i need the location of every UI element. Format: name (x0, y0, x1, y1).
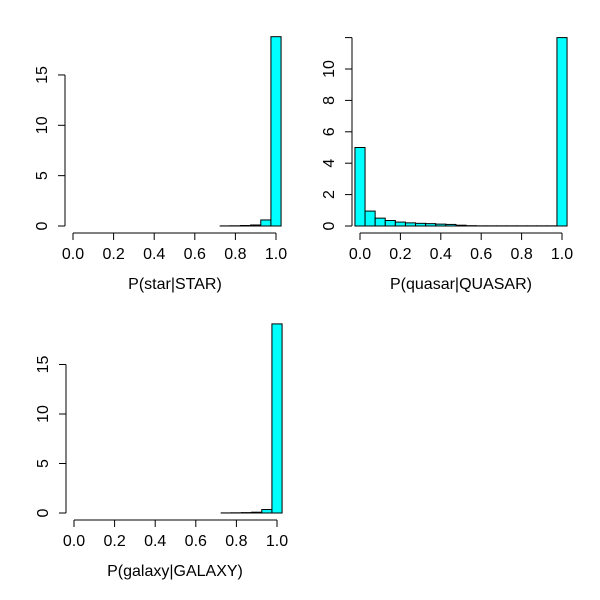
y-tick-label: 0 (321, 221, 338, 230)
y-tick-label: 10 (34, 116, 51, 134)
panel-galaxy: P(galaxy|GALAXY) 0.0 0.2 0.4 0.6 0.8 1.0 0 5 10 1… (35, 323, 288, 580)
histogram-bar (384, 220, 396, 227)
y-tick-label: 2 (321, 190, 338, 199)
y-tick-label: 8 (321, 96, 338, 105)
x-tick-label: 0.4 (143, 246, 165, 263)
histogram-bar (556, 37, 568, 227)
x-axis-label: P(star|STAR) (128, 276, 222, 293)
x-tick-label: 0.6 (470, 246, 492, 263)
x-tick-label: 0.2 (103, 533, 125, 550)
histogram-bar (250, 224, 262, 227)
histogram-bar (270, 36, 282, 227)
x-tick-label: 0.4 (430, 246, 452, 263)
x-tick-label: 0.2 (102, 246, 124, 263)
y-tick-label: 10 (35, 405, 52, 423)
x-axis-label: P(galaxy|GALAXY) (107, 563, 243, 580)
histogram-bar (415, 222, 427, 227)
y-tick-label: 4 (321, 159, 338, 168)
x-tick-label: 0.2 (389, 246, 411, 263)
histogram-bar (425, 223, 437, 227)
x-axis-label: P(quasar|QUASAR) (390, 276, 532, 293)
histogram-bar (261, 509, 273, 514)
y-tick-label: 0 (34, 221, 51, 230)
histogram-bar (455, 224, 467, 227)
panel-star: P(star|STAR) 0.0 0.2 0.4 0.6 0.8 1.0 0 5 10 15 (34, 36, 287, 293)
y-tick-label: 6 (321, 127, 338, 136)
x-tick-label: 0.6 (185, 533, 207, 550)
histogram-bar (445, 223, 457, 227)
panel-quasar: P(quasar|QUASAR) 0.0 0.2 0.4 0.6 0.8 1.0 0 2 4 6 8… (321, 37, 573, 293)
histogram-bar (260, 219, 272, 227)
x-tick-label: 0.8 (510, 246, 532, 263)
x-tick-label: 0.4 (144, 533, 166, 550)
histogram-bar (435, 223, 447, 227)
y-tick-label: 15 (34, 66, 51, 84)
histogram-bar (394, 221, 406, 227)
histogram-bar (271, 323, 283, 514)
x-tick-label: 0.8 (225, 533, 247, 550)
x-tick-label: 0.0 (62, 246, 84, 263)
x-tick-label: 0.0 (63, 533, 85, 550)
histogram-bar (404, 222, 417, 227)
x-tick-label: 0.6 (184, 246, 206, 263)
histogram-bar (239, 224, 252, 227)
histogram-bar (374, 217, 386, 227)
y-tick-label: 0 (35, 508, 52, 517)
histogram-bar (364, 210, 376, 227)
y-tick-label: 15 (35, 356, 52, 374)
x-tick-label: 0.8 (224, 246, 246, 263)
x-tick-label: 1.0 (265, 246, 287, 263)
x-tick-label: 1.0 (551, 246, 573, 263)
y-tick-label: 10 (321, 60, 338, 78)
histogram-bar (251, 511, 263, 514)
x-tick-label: 0.0 (349, 246, 371, 263)
x-tick-label: 1.0 (266, 533, 288, 550)
histogram-bar (354, 147, 366, 227)
y-tick-label: 5 (35, 459, 52, 468)
y-tick-label: 5 (34, 171, 51, 180)
